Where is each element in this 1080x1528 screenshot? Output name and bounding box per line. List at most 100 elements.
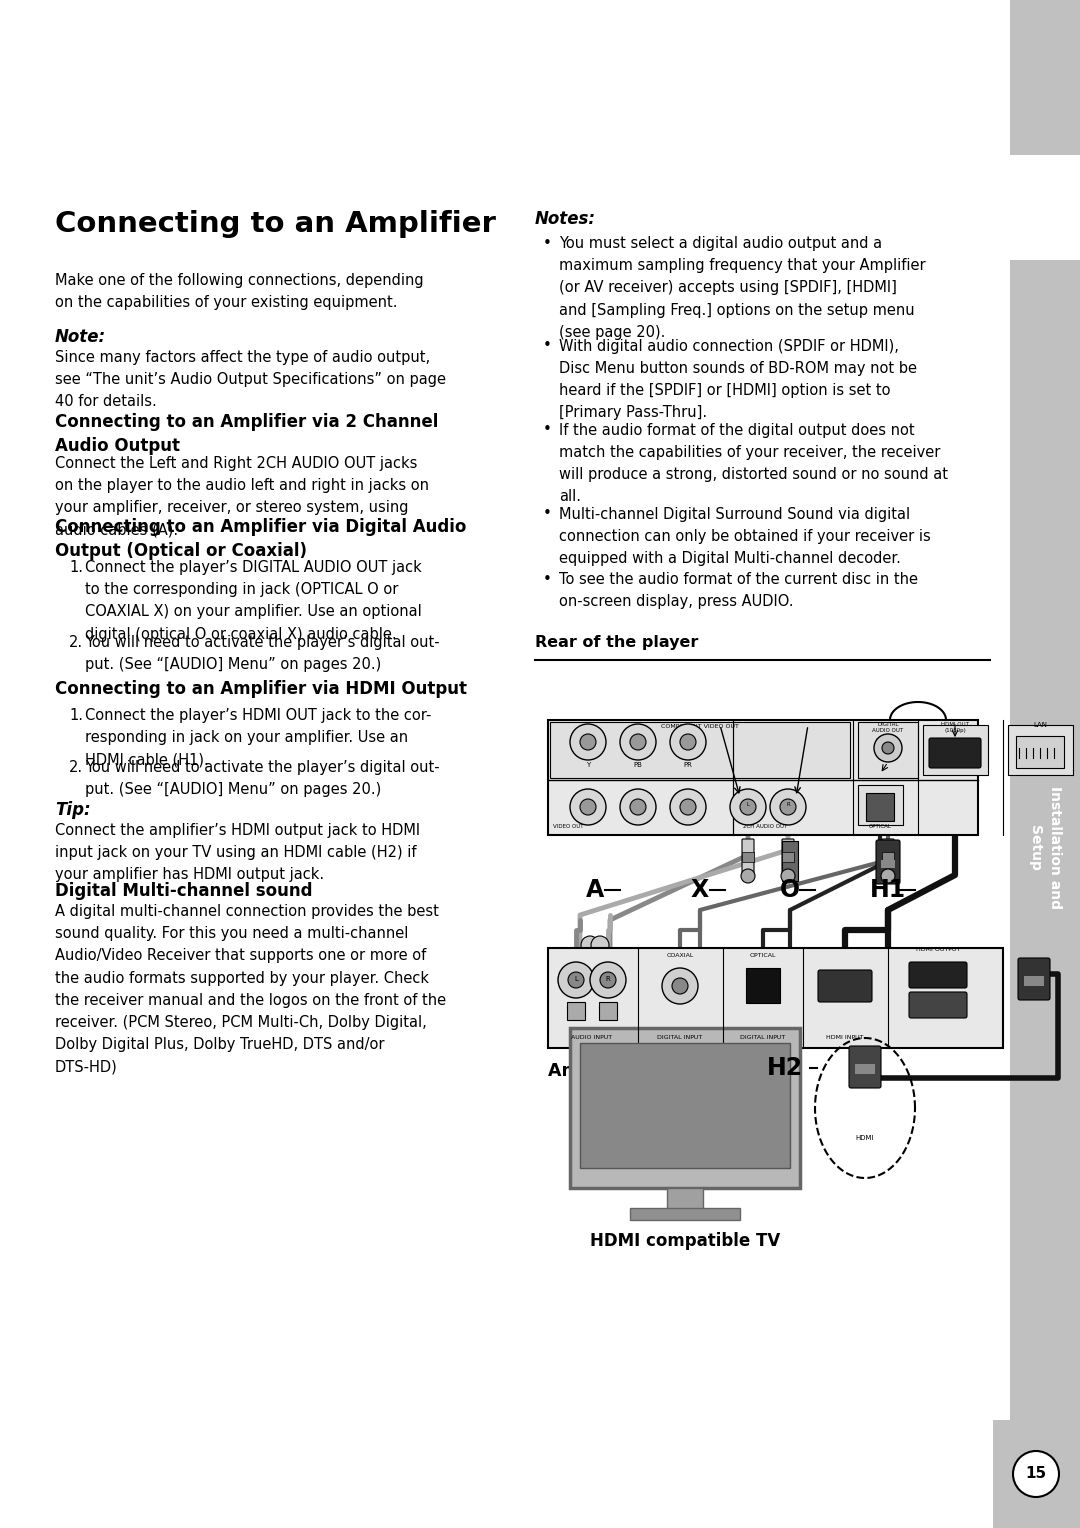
Text: Installation and
Setup: Installation and Setup (1028, 787, 1062, 909)
Text: You will need to activate the player’s digital out-
put. (See “[AUDIO] Menu” on : You will need to activate the player’s d… (85, 759, 440, 798)
FancyBboxPatch shape (882, 853, 894, 862)
Text: You must select a digital audio output and a
maximum sampling frequency that you: You must select a digital audio output a… (559, 235, 926, 339)
Circle shape (591, 937, 609, 953)
Text: L: L (746, 802, 750, 807)
Text: Y: Y (585, 762, 590, 769)
Circle shape (600, 972, 616, 989)
Text: HDMI OUTPUT: HDMI OUTPUT (916, 947, 960, 952)
Text: PR: PR (684, 762, 692, 769)
Circle shape (741, 869, 755, 883)
Text: •: • (543, 423, 552, 437)
Circle shape (558, 963, 594, 998)
Circle shape (1013, 1452, 1059, 1497)
Text: You will need to activate the player’s digital out-
put. (See “[AUDIO] Menu” on : You will need to activate the player’s d… (85, 636, 440, 672)
Text: 15: 15 (1025, 1467, 1047, 1482)
FancyBboxPatch shape (858, 785, 903, 825)
Text: Rear of the player: Rear of the player (535, 636, 699, 649)
FancyBboxPatch shape (742, 853, 754, 862)
Text: AUDIO INPUT: AUDIO INPUT (571, 1034, 612, 1041)
Circle shape (620, 788, 656, 825)
Circle shape (730, 788, 766, 825)
Text: 2.: 2. (69, 759, 83, 775)
Circle shape (570, 724, 606, 759)
FancyBboxPatch shape (550, 723, 850, 778)
Text: 2CH AUDIO OUT: 2CH AUDIO OUT (743, 824, 787, 830)
FancyBboxPatch shape (580, 1044, 789, 1167)
Text: H2: H2 (767, 1056, 804, 1080)
FancyBboxPatch shape (548, 720, 978, 834)
Text: Since many factors affect the type of audio output,
see “The unit’s Audio Output: Since many factors affect the type of au… (55, 350, 446, 410)
Circle shape (881, 869, 895, 883)
FancyBboxPatch shape (1008, 724, 1074, 775)
Text: DIGITAL
AUDIO OUT: DIGITAL AUDIO OUT (873, 723, 904, 733)
Text: LAN: LAN (1032, 723, 1047, 727)
Bar (993, 1420, 1080, 1528)
Text: OPTICAL: OPTICAL (750, 953, 777, 958)
Circle shape (670, 788, 706, 825)
FancyBboxPatch shape (881, 860, 895, 868)
Circle shape (670, 724, 706, 759)
Text: R: R (606, 976, 610, 983)
FancyBboxPatch shape (929, 738, 981, 769)
Text: Digital Multi-channel sound: Digital Multi-channel sound (55, 882, 312, 900)
Text: COAXIAL: COAXIAL (876, 738, 900, 743)
Text: R: R (786, 802, 789, 807)
Text: HDMI compatible TV: HDMI compatible TV (590, 1232, 780, 1250)
Text: A: A (585, 879, 604, 902)
FancyBboxPatch shape (909, 992, 967, 1018)
Bar (1010, 154, 1080, 260)
FancyBboxPatch shape (818, 970, 872, 1002)
FancyBboxPatch shape (882, 839, 894, 876)
Text: COAXIAL: COAXIAL (666, 953, 693, 958)
Text: Connect the player’s DIGITAL AUDIO OUT jack
to the corresponding in jack (OPTICA: Connect the player’s DIGITAL AUDIO OUT j… (85, 559, 422, 642)
Text: HDMI: HDMI (855, 1135, 874, 1141)
FancyBboxPatch shape (667, 1187, 703, 1210)
Circle shape (620, 724, 656, 759)
Text: L: L (575, 976, 578, 983)
Text: COMPONENT VIDEO OUT: COMPONENT VIDEO OUT (661, 724, 739, 729)
Text: Connect the amplifier’s HDMI output jack to HDMI
input jack on your TV using an : Connect the amplifier’s HDMI output jack… (55, 824, 420, 882)
FancyBboxPatch shape (548, 947, 1003, 1048)
Circle shape (781, 869, 795, 883)
Circle shape (740, 799, 756, 814)
FancyBboxPatch shape (782, 840, 798, 882)
FancyBboxPatch shape (1024, 976, 1044, 986)
Text: H1: H1 (869, 879, 906, 902)
Text: Connecting to an Amplifier: Connecting to an Amplifier (55, 209, 496, 238)
Text: DIGITAL INPUT: DIGITAL INPUT (658, 1034, 703, 1041)
FancyBboxPatch shape (1018, 958, 1050, 999)
Text: 1.: 1. (69, 559, 83, 575)
Text: 2.: 2. (69, 636, 83, 649)
Circle shape (570, 788, 606, 825)
Text: •: • (543, 506, 552, 521)
FancyBboxPatch shape (599, 1002, 617, 1021)
FancyBboxPatch shape (746, 969, 780, 1002)
Circle shape (580, 799, 596, 814)
FancyBboxPatch shape (858, 723, 918, 778)
Text: HDMI OUT
(1080p): HDMI OUT (1080p) (941, 723, 969, 733)
Text: A digital multi-channel connection provides the best
sound quality. For this you: A digital multi-channel connection provi… (55, 905, 446, 1074)
Text: O: O (780, 879, 800, 902)
Text: OPTICAL: OPTICAL (868, 824, 891, 830)
FancyBboxPatch shape (876, 840, 900, 885)
FancyBboxPatch shape (570, 1028, 800, 1187)
Circle shape (590, 963, 626, 998)
Circle shape (882, 743, 894, 753)
FancyBboxPatch shape (849, 1047, 881, 1088)
Circle shape (672, 978, 688, 995)
Text: Connect the Left and Right 2CH AUDIO OUT jacks
on the player to the audio left a: Connect the Left and Right 2CH AUDIO OUT… (55, 455, 429, 538)
Text: X: X (691, 879, 710, 902)
Text: If the audio format of the digital output does not
match the capabilities of you: If the audio format of the digital outpu… (559, 423, 948, 504)
Text: To see the audio format of the current disc in the
on-screen display, press AUDI: To see the audio format of the current d… (559, 571, 918, 610)
Circle shape (770, 788, 806, 825)
Text: •: • (543, 339, 552, 353)
FancyBboxPatch shape (782, 853, 794, 862)
Circle shape (568, 972, 584, 989)
Text: HDMI INPUT: HDMI INPUT (826, 1034, 864, 1041)
Circle shape (874, 733, 902, 762)
Circle shape (630, 799, 646, 814)
Circle shape (581, 937, 599, 953)
Text: 1.: 1. (69, 707, 83, 723)
Text: Tip:: Tip: (55, 801, 91, 819)
FancyBboxPatch shape (742, 839, 754, 876)
